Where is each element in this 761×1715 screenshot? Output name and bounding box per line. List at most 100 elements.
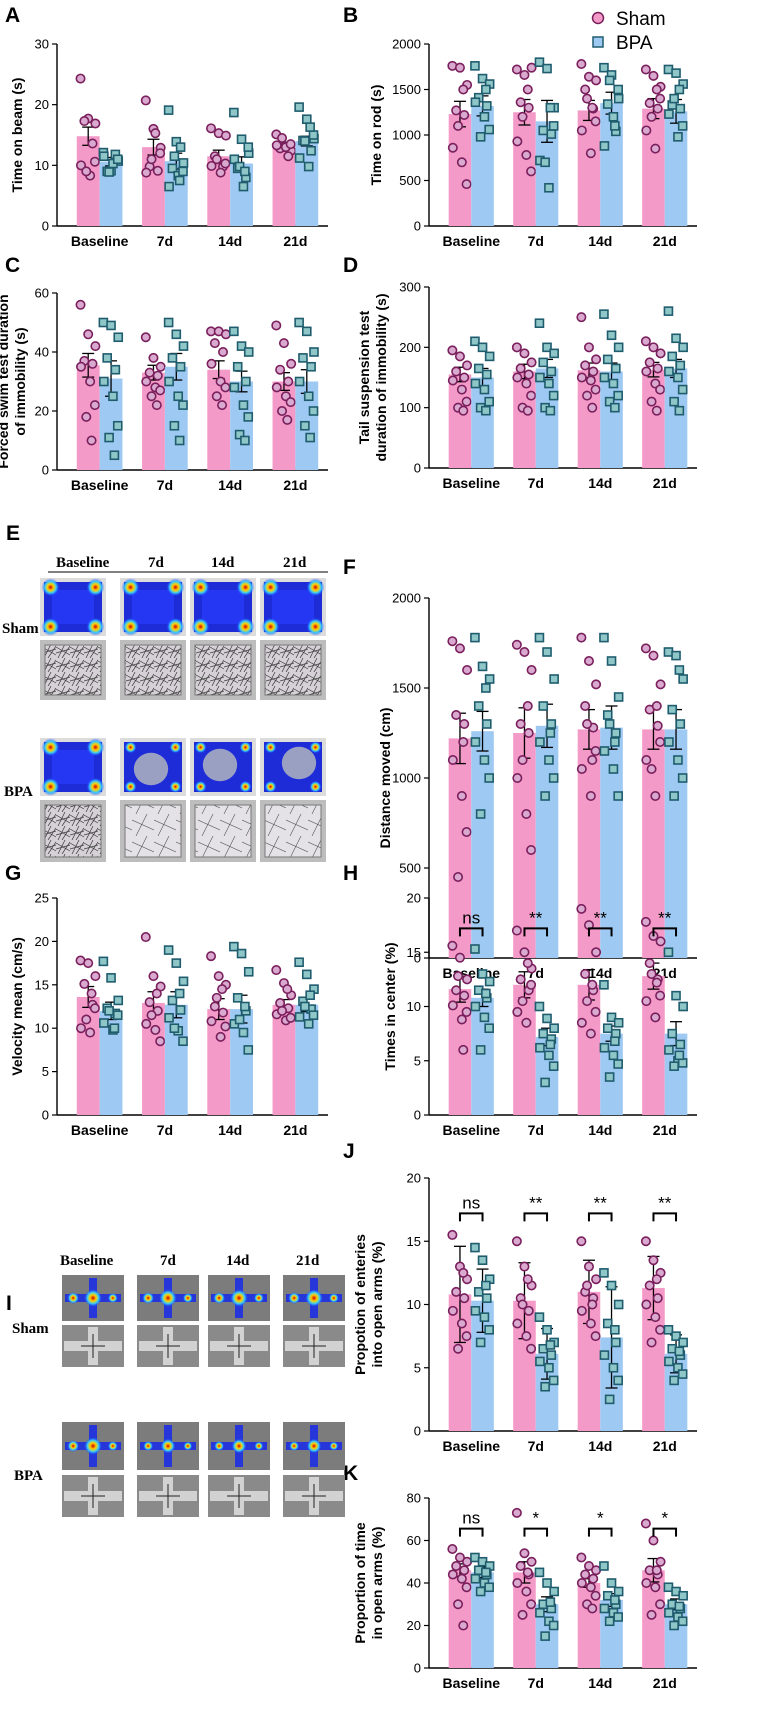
data-point-bpa (678, 1337, 688, 1348)
data-point-sham (87, 358, 98, 369)
data-point-sham (206, 951, 217, 962)
data-point-sham (451, 1561, 462, 1572)
significance-bracket (458, 1527, 484, 1537)
significance-label: ns (462, 1509, 480, 1528)
data-point-sham (591, 1274, 602, 1285)
data-point-sham (454, 952, 465, 963)
y-tick-label: 0 (414, 951, 421, 966)
data-point-sham (453, 971, 464, 982)
maze-track-paths (227, 1334, 251, 1358)
bar-sham (577, 984, 601, 1115)
data-point-bpa (542, 1578, 552, 1588)
data-point-sham (519, 69, 530, 80)
data-point-sham (587, 754, 598, 765)
y-tick-label: 30 (35, 37, 49, 52)
bar-bpa (471, 105, 494, 226)
data-point-bpa (298, 353, 308, 363)
data-point-sham (447, 754, 458, 765)
y-tick-label: 10 (407, 1297, 421, 1312)
data-point-bpa (608, 112, 619, 122)
y-tick-label: 10 (407, 999, 421, 1014)
data-point-bpa (669, 1620, 679, 1631)
data-point-sham (655, 736, 666, 747)
data-point-bpa (664, 109, 674, 119)
data-point-bpa (664, 1045, 674, 1055)
data-point-bpa (106, 973, 116, 983)
maze-arm-hotspot (143, 1441, 154, 1451)
chart-panel-c: C 0 20 40 60 Baseline 7d 14d 21d Forced swim test… (0, 254, 328, 493)
data-point-sham (454, 643, 465, 654)
data-point-bpa (303, 391, 314, 402)
data-point-bpa (678, 342, 688, 353)
data-point-sham (511, 925, 522, 936)
x-category-label: 14d (218, 1122, 242, 1138)
significance-bracket (652, 1212, 678, 1222)
panel-label-k: K (343, 1462, 358, 1485)
data-point-sham (453, 1599, 464, 1610)
data-point-bpa (238, 400, 249, 410)
data-point-sham (283, 151, 294, 162)
data-point-sham (590, 1006, 601, 1017)
data-point-sham (277, 133, 288, 144)
data-point-sham (585, 790, 596, 801)
data-point-sham (580, 700, 591, 711)
bar-bpa (230, 381, 253, 470)
significance-label: * (532, 1509, 539, 1528)
data-point-sham (576, 1578, 587, 1589)
data-point-sham (453, 120, 464, 131)
data-point-bpa (479, 1012, 490, 1023)
y-axis-label-line: Time on beam (s) (9, 78, 25, 193)
data-point-sham (282, 984, 293, 995)
y-tick-label: 0 (42, 1108, 49, 1123)
data-point-sham (583, 1561, 594, 1572)
data-point-bpa (613, 1612, 623, 1622)
data-point-sham (583, 655, 594, 666)
data-point-sham (458, 736, 469, 747)
data-point-bpa (613, 1017, 624, 1028)
data-point-bpa (671, 650, 681, 661)
data-point-sham (140, 95, 151, 106)
data-point-sham (285, 397, 296, 408)
data-point-bpa (540, 1631, 550, 1641)
data-point-sham (155, 361, 166, 372)
data-point-bpa (608, 378, 619, 389)
y-axis-label: Velocity mean (cm/s) (9, 937, 25, 1076)
data-point-sham (583, 1261, 594, 1272)
data-point-sham (220, 1021, 231, 1032)
data-point-bpa (479, 755, 490, 765)
significance-bracket (587, 1527, 613, 1537)
y-axis-label-line: duration of immobility (s) (373, 294, 389, 462)
data-point-bpa (481, 1280, 491, 1291)
data-point-bpa (677, 1616, 688, 1627)
data-point-bpa (174, 175, 185, 186)
data-point-sham (146, 1010, 157, 1021)
data-point-bpa (664, 1607, 674, 1618)
data-point-bpa (534, 1312, 545, 1322)
panel-label-b: B (343, 4, 358, 27)
data-point-bpa (546, 719, 557, 729)
data-point-bpa (534, 632, 545, 643)
x-category-label: 7d (157, 1122, 173, 1138)
data-point-bpa (677, 384, 688, 395)
data-point-sham (644, 357, 655, 368)
data-point-sham (576, 59, 587, 70)
data-point-bpa (477, 661, 488, 672)
data-point-bpa (538, 125, 549, 136)
x-category-label: Baseline (442, 233, 500, 249)
data-point-sham (76, 361, 87, 372)
data-point-sham (512, 372, 523, 383)
data-point-bpa (484, 976, 495, 987)
data-point-sham (648, 342, 659, 353)
data-point-sham (590, 745, 601, 756)
data-point-bpa (300, 1001, 310, 1012)
maze-arm-hotspot (67, 1292, 80, 1304)
data-point-sham (447, 1569, 458, 1580)
data-point-sham (206, 358, 217, 369)
data-point-bpa (611, 1337, 621, 1348)
data-point-bpa (546, 366, 557, 377)
data-point-sham (526, 357, 537, 368)
data-point-sham (150, 128, 161, 139)
heatmap-center (52, 590, 94, 624)
data-point-sham (646, 763, 657, 774)
data-point-bpa (604, 1616, 615, 1627)
